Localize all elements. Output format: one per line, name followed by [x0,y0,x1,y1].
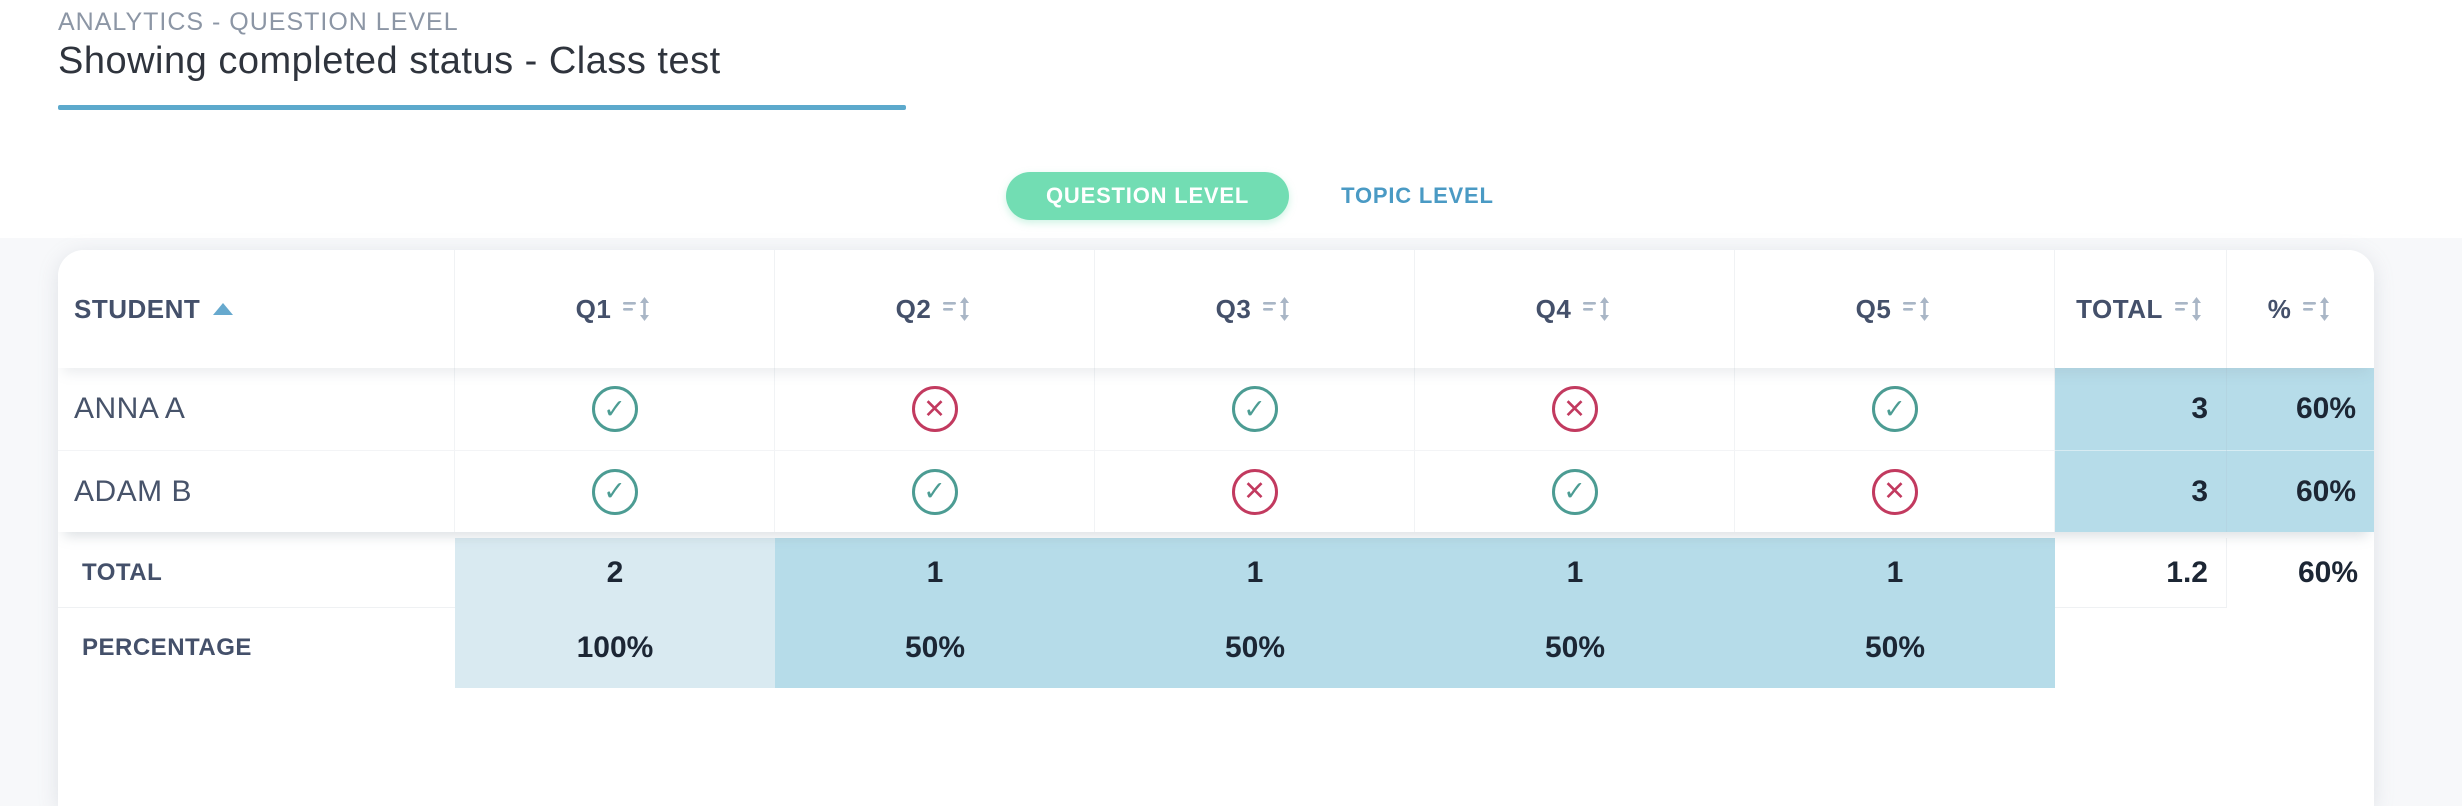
answer-cell-q3: ✓ [1095,368,1415,450]
answer-cell-q4: ✕ [1415,368,1735,450]
answer-cell-q2: ✓ [775,450,1095,532]
sort-icon [2303,297,2330,321]
student-name-cell: ANNA A [58,368,455,450]
level-tabs: QUESTION LEVEL TOPIC LEVEL [1006,172,1494,220]
sort-icon [2174,297,2201,321]
page-title: Showing completed status - Class test [58,40,721,82]
q3-header-label: Q3 [1215,293,1252,324]
table-header-row: STUDENT Q1 Q2 [58,250,2374,368]
column-header-q4[interactable]: Q4 [1415,250,1735,368]
q5-header-label: Q5 [1855,293,1892,324]
table-row-adam-b: ADAM B ✓ ✓ ✕ ✓ ✕ 3 60% [58,450,2374,532]
check-circle-icon: ✓ [1231,386,1278,432]
empty-total-cell [2055,608,2227,688]
grand-percent-cell: 60% [2297,556,2358,589]
q4-header-label: Q4 [1535,293,1572,324]
empty-percent-cell [2227,608,2374,688]
check-circle-icon: ✓ [591,386,638,432]
aggregate-rows-section: TOTAL 2 1 1 1 1 1.2 60% PERCENTAGE 100% … [58,538,2374,688]
percentage-q1-cell: 100% [455,608,775,688]
answer-cell-q5: ✓ [1735,368,2055,450]
sort-ascending-icon [213,303,234,315]
student-total-cell: 3 [2055,368,2227,450]
table-row-percentage: PERCENTAGE 100% 50% 50% 50% 50% [58,608,2374,688]
total-q3-cell: 1 [1095,538,1415,608]
total-row-label: TOTAL [58,538,455,608]
answer-cell-q2: ✕ [775,368,1095,450]
total-header-label: TOTAL [2076,293,2163,324]
q1-header-label: Q1 [575,293,612,324]
answer-cell-q1: ✓ [455,368,775,450]
percentage-q5-cell: 50% [1735,608,2055,688]
column-header-student[interactable]: STUDENT [58,250,455,368]
answer-cell-q1: ✓ [455,450,775,532]
x-circle-icon: ✕ [911,386,958,432]
section-eyebrow: ANALYTICS - QUESTION LEVEL [58,8,459,36]
table-row-total: TOTAL 2 1 1 1 1 1.2 60% [58,538,2374,608]
percentage-q4-cell: 50% [1415,608,1735,688]
sort-icon [1263,297,1290,321]
total-q2-cell: 1 [775,538,1095,608]
percent-header-label: % [2267,293,2292,324]
sort-icon [1903,297,1930,321]
title-underline [58,105,906,110]
table-row-anna-a: ANNA A ✓ ✕ ✓ ✕ ✓ 3 60% [58,368,2374,450]
check-circle-icon: ✓ [1551,468,1598,515]
total-q1-cell: 2 [455,538,775,608]
student-rows-section: ANNA A ✓ ✕ ✓ ✕ ✓ 3 60% ADAM B ✓ [58,368,2374,532]
check-circle-icon: ✓ [591,468,638,515]
column-header-q3[interactable]: Q3 [1095,250,1415,368]
percentage-q3-cell: 50% [1095,608,1415,688]
percentage-q2-cell: 50% [775,608,1095,688]
student-name-cell: ADAM B [58,450,455,532]
check-circle-icon: ✓ [911,468,958,515]
column-header-q5[interactable]: Q5 [1735,250,2055,368]
tab-question-level[interactable]: QUESTION LEVEL [1006,172,1290,220]
column-header-percent[interactable]: % [2227,250,2374,368]
student-total-cell: 3 [2055,450,2227,532]
total-q4-cell: 1 [1415,538,1735,608]
answer-cell-q3: ✕ [1095,450,1415,532]
column-header-total[interactable]: TOTAL [2055,250,2227,368]
percentage-row-label: PERCENTAGE [82,634,252,661]
student-percent-cell: 60% [2227,450,2374,532]
q2-header-label: Q2 [895,293,932,324]
check-circle-icon: ✓ [1871,386,1918,432]
student-header-label: STUDENT [74,293,201,324]
sort-icon [1583,297,1610,321]
answer-cell-q5: ✕ [1735,450,2055,532]
sort-icon [943,297,970,321]
grand-total-cell: 1.2 [2055,538,2227,608]
student-percent-cell: 60% [2227,368,2374,450]
column-header-q1[interactable]: Q1 [455,250,775,368]
x-circle-icon: ✕ [1871,468,1918,515]
total-q5-cell: 1 [1735,538,2055,608]
column-header-q2[interactable]: Q2 [775,250,1095,368]
x-circle-icon: ✕ [1551,386,1598,432]
sort-icon [623,297,650,321]
analytics-table-card: STUDENT Q1 Q2 [58,250,2374,806]
answer-cell-q4: ✓ [1415,450,1735,532]
tab-topic-level[interactable]: TOPIC LEVEL [1341,183,1494,208]
x-circle-icon: ✕ [1231,468,1278,515]
